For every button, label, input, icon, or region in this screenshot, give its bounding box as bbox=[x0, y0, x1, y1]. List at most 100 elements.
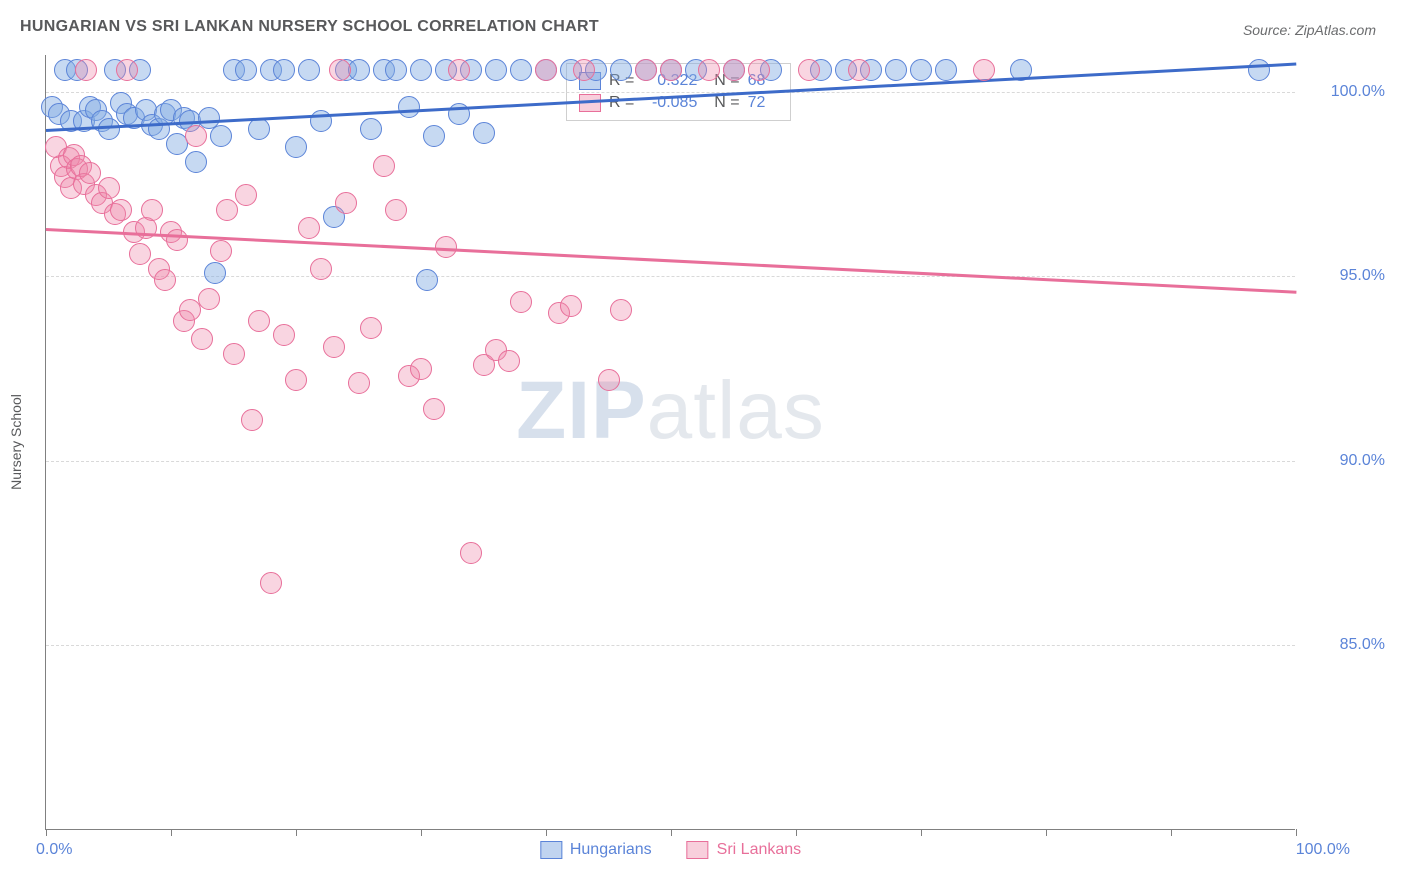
y-tick-label: 85.0% bbox=[1305, 636, 1385, 654]
scatter-point bbox=[285, 136, 307, 158]
legend: Hungarians Sri Lankans bbox=[540, 841, 801, 859]
legend-item: Sri Lankans bbox=[687, 841, 802, 859]
swatch-icon bbox=[687, 841, 709, 859]
scatter-point bbox=[110, 199, 132, 221]
scatter-point bbox=[79, 162, 101, 184]
y-tick-label: 95.0% bbox=[1305, 267, 1385, 285]
scatter-point bbox=[973, 59, 995, 81]
scatter-point bbox=[1248, 59, 1270, 81]
scatter-point bbox=[748, 59, 770, 81]
scatter-point bbox=[235, 184, 257, 206]
scatter-point bbox=[329, 59, 351, 81]
scatter-point bbox=[273, 324, 295, 346]
scatter-point bbox=[248, 118, 270, 140]
x-tick bbox=[921, 829, 922, 836]
scatter-point bbox=[610, 59, 632, 81]
scatter-point bbox=[360, 317, 382, 339]
x-tick bbox=[296, 829, 297, 836]
x-tick bbox=[46, 829, 47, 836]
x-tick-label: 0.0% bbox=[36, 841, 72, 859]
scatter-point bbox=[635, 59, 657, 81]
scatter-point bbox=[248, 310, 270, 332]
watermark: ZIPatlas bbox=[516, 364, 825, 458]
scatter-point bbox=[510, 291, 532, 313]
scatter-point bbox=[204, 262, 226, 284]
x-tick bbox=[421, 829, 422, 836]
scatter-point bbox=[848, 59, 870, 81]
scatter-point bbox=[423, 398, 445, 420]
y-tick-label: 100.0% bbox=[1305, 83, 1385, 101]
scatter-point bbox=[273, 59, 295, 81]
scatter-point bbox=[535, 59, 557, 81]
scatter-point bbox=[460, 542, 482, 564]
scatter-point bbox=[141, 199, 163, 221]
scatter-point bbox=[560, 295, 582, 317]
gridline bbox=[46, 461, 1295, 462]
x-tick-label: 100.0% bbox=[1296, 841, 1350, 859]
scatter-point bbox=[348, 372, 370, 394]
chart-title: HUNGARIAN VS SRI LANKAN NURSERY SCHOOL C… bbox=[20, 18, 599, 36]
scatter-point bbox=[116, 59, 138, 81]
scatter-point bbox=[241, 409, 263, 431]
stat-r-label: R = bbox=[609, 94, 634, 112]
scatter-point bbox=[510, 59, 532, 81]
y-axis-title: Nursery School bbox=[8, 394, 24, 490]
scatter-point bbox=[410, 59, 432, 81]
scatter-point bbox=[598, 369, 620, 391]
scatter-point bbox=[185, 151, 207, 173]
scatter-point bbox=[191, 328, 213, 350]
scatter-point bbox=[385, 199, 407, 221]
scatter-point bbox=[798, 59, 820, 81]
gridline bbox=[46, 645, 1295, 646]
scatter-point bbox=[216, 199, 238, 221]
x-tick bbox=[671, 829, 672, 836]
scatter-point bbox=[210, 240, 232, 262]
x-tick bbox=[546, 829, 547, 836]
plot-area: Nursery School ZIPatlas R = 0.322 N = 68… bbox=[45, 55, 1295, 830]
scatter-point bbox=[285, 369, 307, 391]
scatter-point bbox=[885, 59, 907, 81]
scatter-point bbox=[198, 288, 220, 310]
scatter-point bbox=[448, 59, 470, 81]
scatter-point bbox=[360, 118, 382, 140]
scatter-point bbox=[498, 350, 520, 372]
scatter-point bbox=[260, 572, 282, 594]
scatter-point bbox=[385, 59, 407, 81]
y-tick-label: 90.0% bbox=[1305, 452, 1385, 470]
swatch-icon bbox=[540, 841, 562, 859]
scatter-point bbox=[235, 59, 257, 81]
legend-label: Hungarians bbox=[570, 841, 652, 859]
scatter-point bbox=[485, 59, 507, 81]
legend-item: Hungarians bbox=[540, 841, 652, 859]
scatter-point bbox=[935, 59, 957, 81]
scatter-point bbox=[129, 243, 151, 265]
x-tick bbox=[796, 829, 797, 836]
scatter-point bbox=[348, 59, 370, 81]
stat-n-value: 72 bbox=[748, 94, 778, 112]
watermark-bold: ZIP bbox=[516, 365, 647, 456]
scatter-point bbox=[298, 59, 320, 81]
source-label: Source: ZipAtlas.com bbox=[1243, 22, 1376, 38]
scatter-point bbox=[185, 125, 207, 147]
trend-line bbox=[46, 228, 1296, 293]
scatter-point bbox=[210, 125, 232, 147]
scatter-point bbox=[154, 269, 176, 291]
legend-label: Sri Lankans bbox=[717, 841, 802, 859]
scatter-point bbox=[323, 336, 345, 358]
watermark-light: atlas bbox=[647, 365, 825, 456]
scatter-point bbox=[573, 59, 595, 81]
scatter-point bbox=[166, 229, 188, 251]
x-tick bbox=[1296, 829, 1297, 836]
scatter-point bbox=[398, 96, 420, 118]
scatter-point bbox=[310, 258, 332, 280]
scatter-point bbox=[723, 59, 745, 81]
scatter-point bbox=[698, 59, 720, 81]
scatter-point bbox=[335, 192, 357, 214]
scatter-point bbox=[416, 269, 438, 291]
gridline bbox=[46, 276, 1295, 277]
scatter-point bbox=[98, 118, 120, 140]
scatter-point bbox=[373, 155, 395, 177]
scatter-point bbox=[473, 122, 495, 144]
scatter-point bbox=[423, 125, 445, 147]
scatter-point bbox=[610, 299, 632, 321]
